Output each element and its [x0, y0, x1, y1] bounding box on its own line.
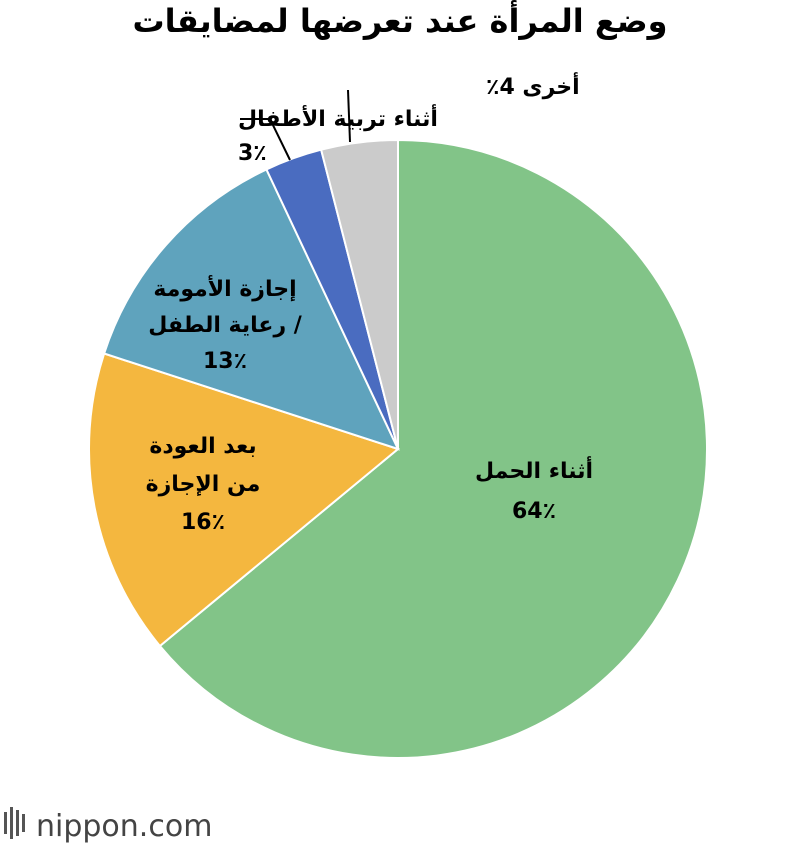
- pie-slice-0: [158, 138, 708, 759]
- slice-labels: أثناء الحمل 64٪ بعد العودة من الإجازة 16٪ إجا…: [146, 71, 593, 535]
- logo-mark-icon: [4, 807, 25, 839]
- slice-label-line: من الإجازة: [146, 472, 261, 497]
- slice-label-0: أثناء الحمل 64٪: [475, 455, 593, 524]
- chart-title: وضع المرأة عند تعرضها لمضايقات: [132, 0, 667, 40]
- pie-slice-4: [319, 138, 399, 450]
- slice-label-line: أخرى 4٪: [486, 71, 580, 100]
- slice-value-label: 16٪: [181, 510, 225, 535]
- pie-slice-1: [88, 352, 401, 648]
- slice-value-label: 13٪: [203, 349, 247, 374]
- slice-value-label: 64٪: [512, 499, 556, 524]
- slice-label-1: بعد العودة من الإجازة 16٪: [146, 434, 261, 535]
- logo-text: nippon.com: [36, 809, 212, 844]
- leader-lines: [240, 89, 351, 161]
- pie-slices: [88, 138, 708, 759]
- nippon-logo: nippon.com: [4, 807, 212, 844]
- slice-label-4: أخرى 4٪: [486, 71, 580, 100]
- slice-value-label: 3٪: [238, 141, 267, 166]
- slice-label-3: أثناء تربية الأطفال 3٪: [238, 103, 438, 166]
- slice-label-line: بعد العودة: [149, 434, 256, 459]
- leader-line-3: [240, 118, 291, 161]
- pie-slice-2: [102, 168, 400, 451]
- slice-label-2: إجازة الأمومة / رعاية الطفل 13٪: [148, 274, 303, 374]
- leader-line-4: [347, 89, 351, 143]
- slice-label-line: أثناء الحمل: [475, 455, 593, 484]
- slice-label-line: إجازة الأمومة: [153, 274, 296, 302]
- slice-label-line: أثناء تربية الأطفال: [238, 103, 438, 132]
- slice-label-line: / رعاية الطفل: [148, 313, 303, 338]
